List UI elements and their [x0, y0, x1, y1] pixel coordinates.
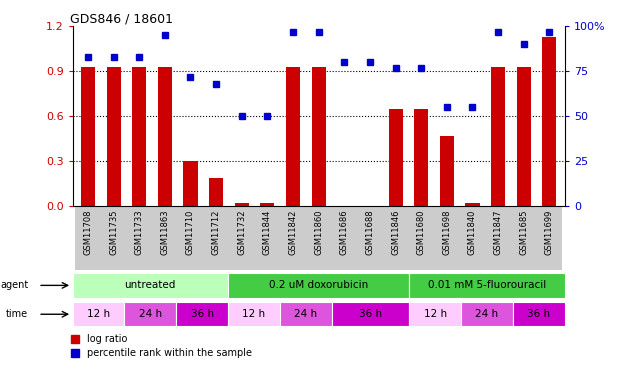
Bar: [280, 206, 306, 270]
Bar: [178, 206, 203, 270]
Bar: [513, 302, 565, 326]
Bar: [107, 67, 121, 206]
Bar: [286, 67, 300, 206]
Text: 36 h: 36 h: [528, 309, 550, 319]
Bar: [389, 109, 403, 206]
Bar: [410, 273, 565, 297]
Text: GSM11686: GSM11686: [339, 209, 349, 255]
Bar: [280, 302, 332, 326]
Text: GSM11699: GSM11699: [545, 209, 554, 255]
Bar: [434, 206, 459, 270]
Text: 24 h: 24 h: [476, 309, 498, 319]
Text: log ratio: log ratio: [87, 334, 127, 344]
Text: GSM11863: GSM11863: [160, 209, 169, 255]
Bar: [440, 136, 454, 206]
Bar: [81, 67, 95, 206]
Text: GSM11733: GSM11733: [134, 209, 144, 255]
Text: GSM11840: GSM11840: [468, 209, 477, 255]
Bar: [542, 37, 557, 206]
Bar: [410, 302, 461, 326]
Bar: [261, 203, 274, 206]
Text: GSM11688: GSM11688: [365, 209, 374, 255]
Bar: [536, 206, 562, 270]
Bar: [357, 206, 383, 270]
Text: GSM11860: GSM11860: [314, 209, 323, 255]
Text: GSM11685: GSM11685: [519, 209, 528, 255]
Text: 0.01 mM 5-fluorouracil: 0.01 mM 5-fluorouracil: [428, 280, 546, 290]
Bar: [414, 109, 428, 206]
Bar: [209, 178, 223, 206]
Bar: [459, 206, 485, 270]
Bar: [312, 67, 326, 206]
Bar: [254, 206, 280, 270]
Bar: [132, 67, 146, 206]
Text: GSM11698: GSM11698: [442, 209, 451, 255]
Text: 36 h: 36 h: [191, 309, 214, 319]
Bar: [306, 206, 331, 270]
Bar: [228, 273, 410, 297]
Bar: [184, 161, 198, 206]
Text: GSM11847: GSM11847: [493, 209, 503, 255]
Text: agent: agent: [0, 280, 28, 290]
Bar: [408, 206, 434, 270]
Text: untreated: untreated: [124, 280, 176, 290]
Bar: [331, 206, 357, 270]
Bar: [158, 67, 172, 206]
Bar: [332, 302, 410, 326]
Bar: [517, 67, 531, 206]
Bar: [466, 203, 480, 206]
Bar: [461, 302, 513, 326]
Bar: [511, 206, 536, 270]
Text: GSM11842: GSM11842: [288, 209, 298, 255]
Text: GSM11712: GSM11712: [211, 209, 221, 255]
Bar: [485, 206, 511, 270]
Text: GSM11680: GSM11680: [416, 209, 426, 255]
Text: 12 h: 12 h: [242, 309, 266, 319]
Text: 24 h: 24 h: [139, 309, 162, 319]
Bar: [228, 302, 280, 326]
Text: GDS846 / 18601: GDS846 / 18601: [70, 12, 173, 25]
Text: percentile rank within the sample: percentile rank within the sample: [87, 348, 252, 357]
Text: 36 h: 36 h: [359, 309, 382, 319]
Text: GSM11846: GSM11846: [391, 209, 400, 255]
Bar: [235, 203, 249, 206]
Bar: [73, 302, 124, 326]
Text: 12 h: 12 h: [423, 309, 447, 319]
Bar: [124, 302, 176, 326]
Text: GSM11844: GSM11844: [263, 209, 272, 255]
Bar: [126, 206, 152, 270]
Text: 0.2 uM doxorubicin: 0.2 uM doxorubicin: [269, 280, 369, 290]
Text: GSM11710: GSM11710: [186, 209, 195, 255]
Text: GSM11735: GSM11735: [109, 209, 118, 255]
Text: GSM11732: GSM11732: [237, 209, 246, 255]
Bar: [152, 206, 178, 270]
Bar: [383, 206, 408, 270]
Bar: [75, 206, 101, 270]
Bar: [203, 206, 229, 270]
Bar: [73, 273, 228, 297]
Bar: [229, 206, 254, 270]
Text: 12 h: 12 h: [87, 309, 110, 319]
Text: time: time: [6, 309, 28, 319]
Bar: [176, 302, 228, 326]
Text: 24 h: 24 h: [294, 309, 317, 319]
Bar: [101, 206, 126, 270]
Text: GSM11708: GSM11708: [83, 209, 93, 255]
Bar: [491, 67, 505, 206]
